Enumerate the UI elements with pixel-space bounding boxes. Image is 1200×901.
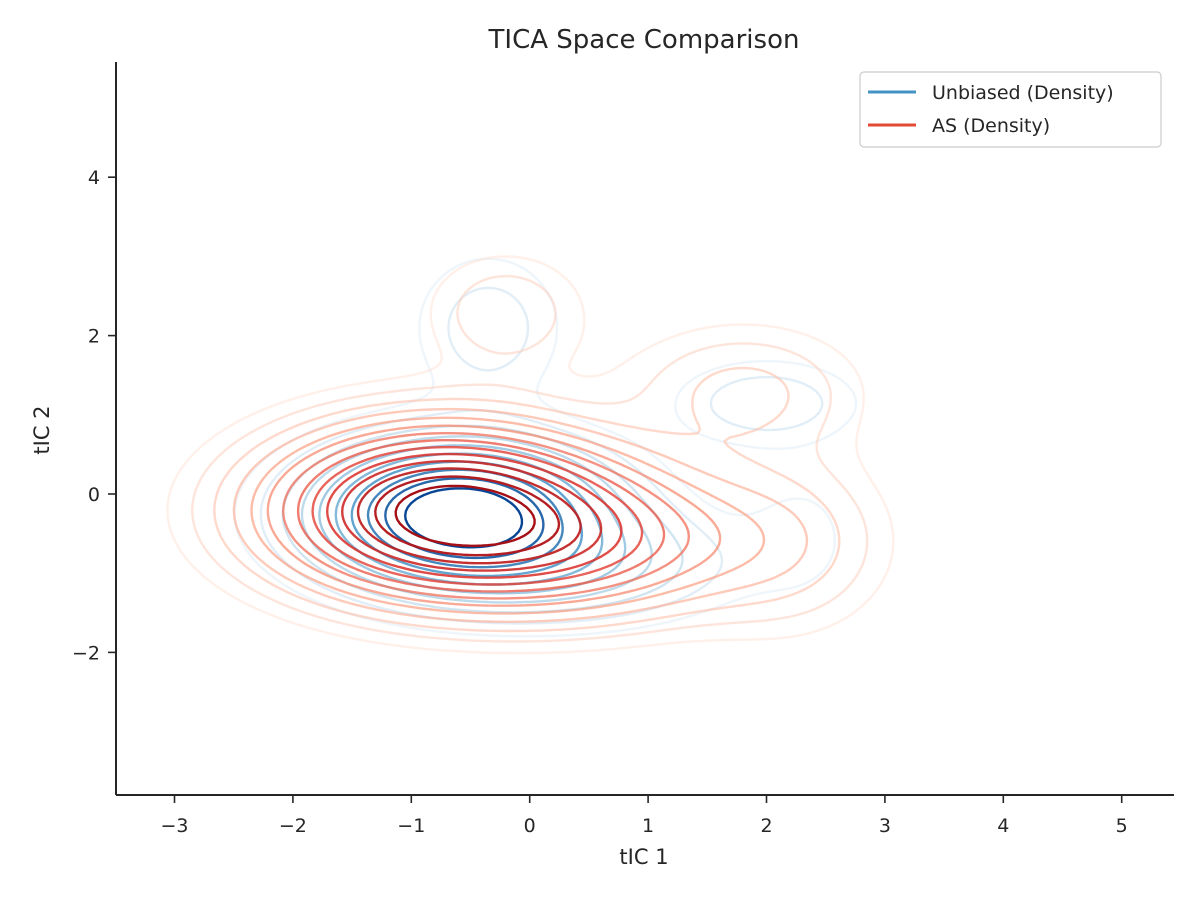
contour-level [233, 257, 858, 638]
contour-level [213, 366, 841, 633]
x-tick-label: 3 [879, 815, 891, 837]
x-tick-label: 0 [524, 815, 536, 837]
chart-title: TICA Space Comparison [488, 25, 800, 55]
contour-level [166, 255, 895, 655]
contour-level [282, 432, 690, 600]
contour-level [374, 475, 561, 557]
x-tick-label: −3 [160, 815, 188, 837]
x-tick-label: −1 [397, 815, 425, 837]
contour-level [311, 445, 644, 586]
legend-label-unbiased: Unbiased (Density) [932, 82, 1114, 104]
x-axis-ticks: −3 −2 −1 0 1 2 3 4 5 [160, 795, 1128, 837]
y-tick-label: 0 [88, 484, 100, 506]
contour-level [296, 439, 666, 593]
legend: Unbiased (Density) AS (Density) [859, 71, 1162, 148]
contour-level [250, 416, 766, 615]
contour-level [232, 407, 809, 623]
contour-level [266, 424, 722, 607]
contour-level [356, 467, 582, 565]
x-tick-label: 4 [997, 815, 1009, 837]
contour-level [341, 459, 603, 572]
legend-box [859, 71, 1162, 148]
contour-level [191, 274, 869, 643]
y-axis-label: tIC 2 [30, 405, 54, 454]
y-tick-label: 2 [88, 326, 100, 348]
x-tick-label: 2 [760, 815, 772, 837]
y-axis-ticks: −2 0 2 4 [72, 167, 116, 664]
contour-plot-area [166, 255, 895, 655]
contour-series-as [166, 255, 895, 655]
x-axis-label: tIC 1 [619, 845, 668, 869]
y-tick-label: −2 [72, 642, 100, 664]
x-tick-label: −2 [279, 815, 307, 837]
contour-level [326, 452, 623, 579]
legend-label-as: AS (Density) [932, 115, 1050, 137]
y-tick-label: 4 [88, 167, 100, 189]
x-tick-label: 1 [642, 815, 654, 837]
contour-level [394, 484, 536, 547]
x-tick-label: 5 [1116, 815, 1128, 837]
